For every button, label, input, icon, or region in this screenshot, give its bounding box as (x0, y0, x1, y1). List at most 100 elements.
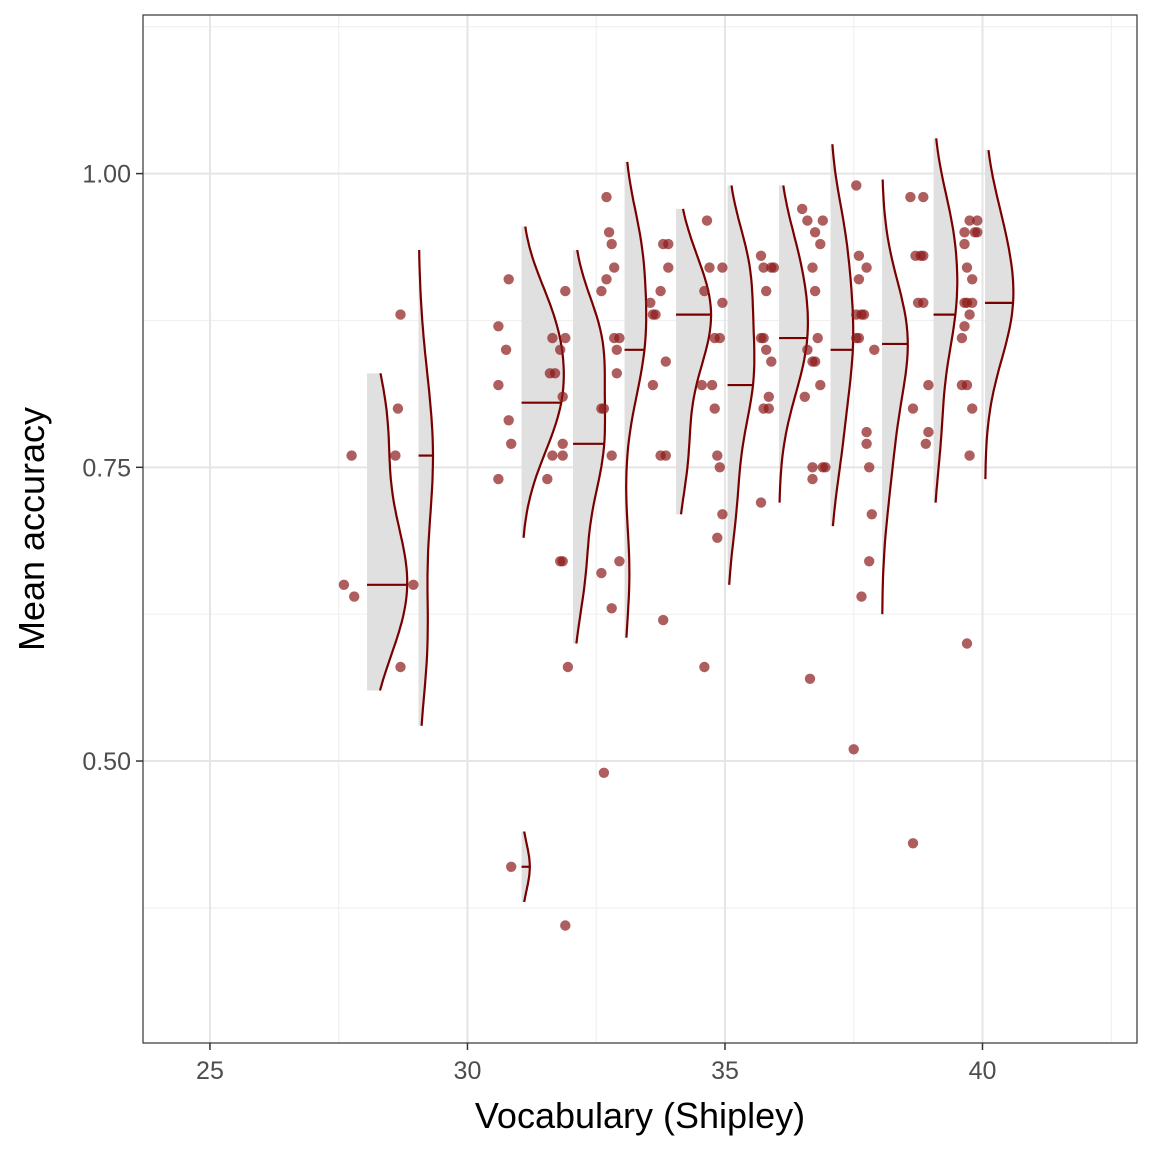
data-point (712, 532, 723, 543)
density-line (378, 373, 409, 691)
data-point (560, 285, 571, 297)
data-point (408, 579, 419, 590)
data-point (712, 450, 723, 461)
data-point (851, 180, 862, 191)
data-point (956, 332, 968, 344)
data-point (658, 614, 669, 626)
data-point (493, 321, 504, 332)
data-point (820, 462, 831, 473)
data-point (959, 227, 970, 238)
data-point (709, 403, 720, 414)
data-point (758, 262, 769, 273)
data-point (560, 920, 571, 931)
density-fill (367, 373, 408, 691)
density-line (575, 249, 607, 644)
data-point (562, 661, 574, 673)
data-point (655, 285, 666, 297)
x-tick-label: 25 (196, 1057, 224, 1085)
data-point (395, 661, 406, 673)
data-point (807, 473, 818, 485)
data-point (614, 332, 625, 344)
data-point (967, 274, 978, 285)
data-point (918, 297, 929, 308)
data-point (346, 450, 357, 461)
data-point (967, 297, 978, 308)
density-cloud (573, 249, 607, 644)
data-point (861, 426, 872, 438)
data-point (390, 450, 401, 461)
data-point (560, 332, 571, 344)
data-point (596, 567, 607, 579)
data-point (596, 285, 607, 297)
data-point (609, 262, 620, 273)
density-cloud (521, 831, 531, 903)
data-point (392, 403, 404, 414)
data-point (959, 238, 970, 250)
data-point (611, 368, 622, 379)
data-point (766, 356, 777, 367)
data-point (542, 473, 553, 485)
data-point (645, 297, 656, 308)
data-point (923, 426, 934, 438)
data-point (601, 274, 612, 285)
density-line (679, 208, 713, 515)
density-cloud (881, 179, 909, 615)
data-point (493, 473, 504, 485)
data-point (606, 450, 617, 461)
data-point (923, 379, 934, 391)
data-point (557, 556, 568, 567)
data-point (663, 262, 674, 273)
data-point (547, 332, 558, 344)
data-point (907, 838, 919, 849)
data-point (856, 591, 867, 602)
data-point (763, 391, 774, 402)
density-cloud (624, 161, 648, 638)
density-line (522, 226, 565, 538)
data-point (815, 379, 826, 391)
data-point (869, 344, 880, 355)
data-point (761, 285, 772, 297)
data-point (696, 379, 707, 391)
data-point (961, 638, 973, 649)
density-line (728, 185, 756, 585)
data-point (557, 438, 568, 449)
data-point (706, 379, 718, 391)
data-point (864, 556, 875, 567)
data-point (809, 227, 821, 238)
density-line (523, 831, 531, 903)
data-point (967, 403, 978, 414)
data-point (964, 450, 975, 461)
data-point (506, 861, 517, 872)
density-cloud (676, 208, 713, 515)
data-point (961, 262, 973, 273)
data-point (758, 332, 769, 344)
panel-background (143, 15, 1137, 1043)
data-point (603, 227, 615, 238)
y-tick-label: 0.75 (82, 454, 131, 482)
data-point (812, 332, 823, 344)
data-point (663, 238, 674, 250)
x-tick-label: 40 (969, 1057, 997, 1085)
data-point (647, 379, 659, 391)
data-point (799, 391, 810, 402)
data-point (717, 297, 728, 308)
data-point (606, 603, 617, 614)
data-point (763, 403, 774, 414)
y-tick-label: 0.50 (82, 748, 131, 776)
density-cloud (778, 185, 810, 503)
grid-major (143, 15, 1137, 1043)
data-point (861, 438, 872, 449)
data-point (717, 262, 728, 273)
x-axis: 25 30 35 40 (196, 1043, 996, 1085)
density-line (625, 161, 648, 638)
data-point (907, 403, 919, 414)
data-point (866, 509, 877, 520)
density-cloud (933, 138, 959, 503)
data-point (549, 368, 561, 379)
data-point (918, 250, 929, 261)
data-point (920, 438, 931, 449)
data-point (503, 274, 514, 285)
density-line (984, 149, 1015, 480)
data-point (807, 262, 818, 273)
